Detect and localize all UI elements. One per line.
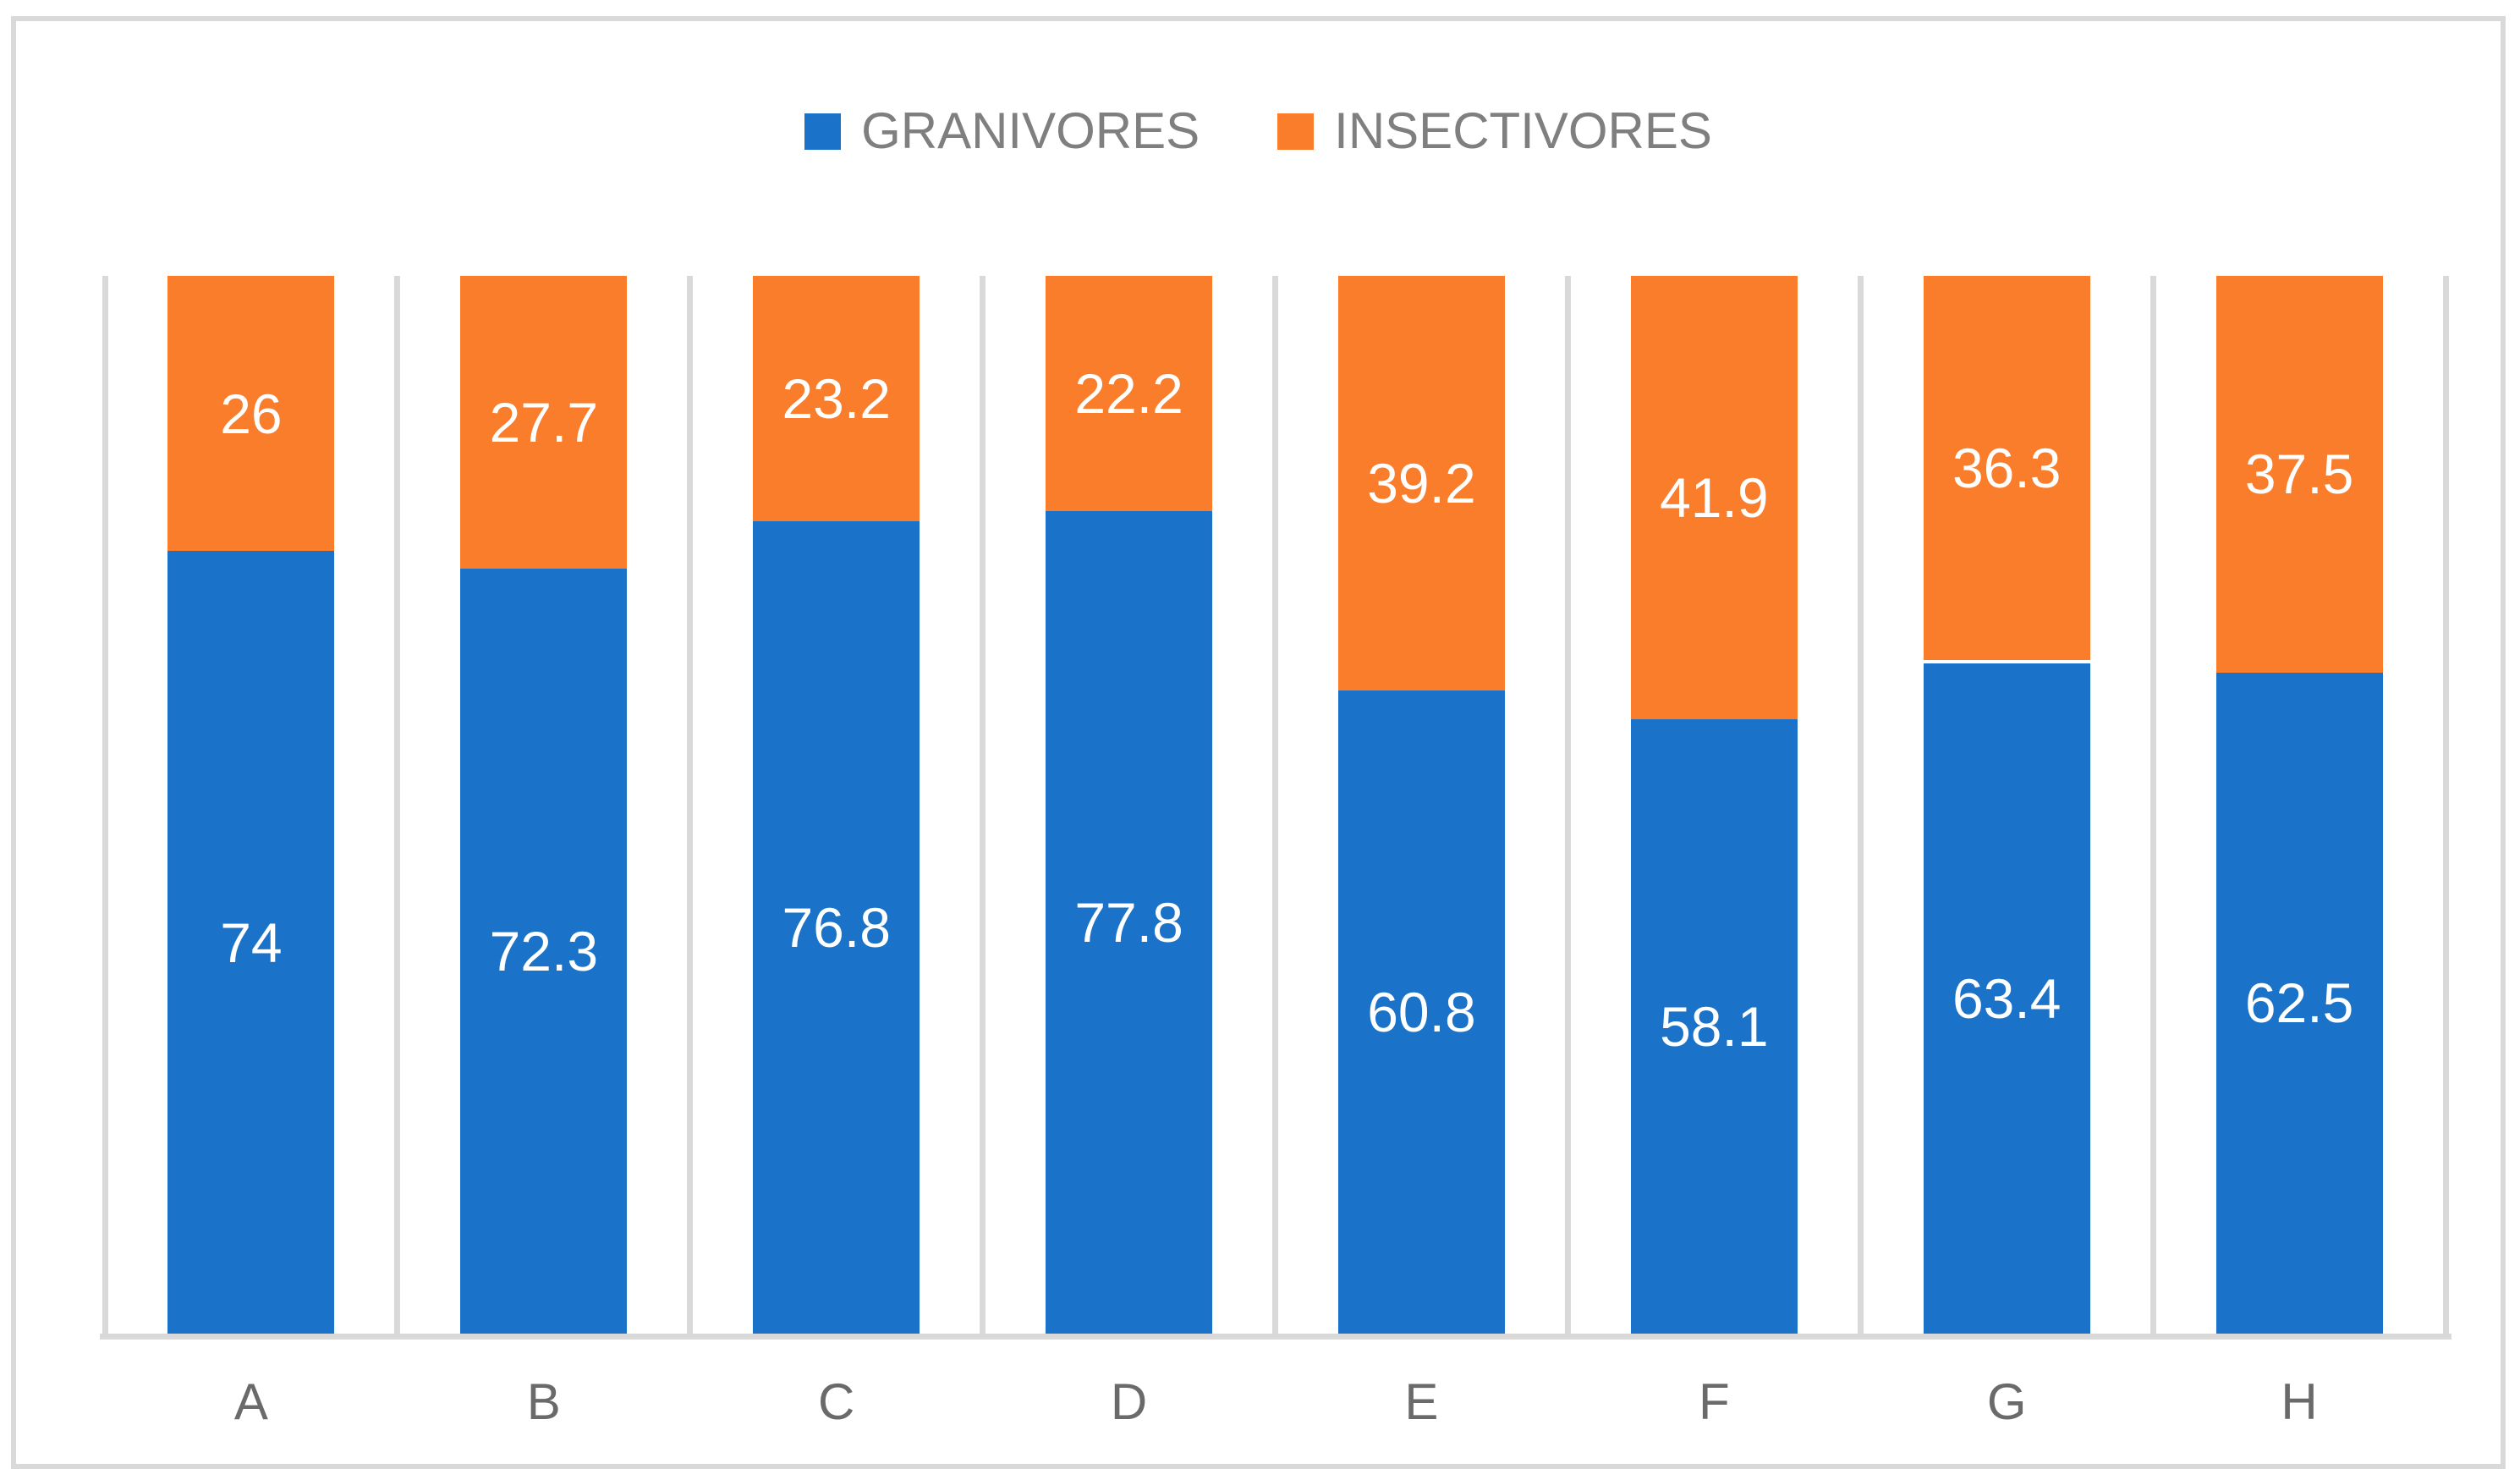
legend: GRANIVORES INSECTIVORES [16, 106, 2501, 157]
insectivores-value-label: 22.2 [1074, 361, 1183, 425]
x-tick-label-a: A [233, 1373, 268, 1430]
granivores-value-label: 76.8 [782, 896, 891, 959]
granivores-value-label: 72.3 [489, 920, 599, 983]
insectivores-value-label: 37.5 [2244, 443, 2354, 506]
insectivores-value-label: 23.2 [782, 367, 891, 430]
x-tick-label-d: D [1110, 1373, 1148, 1430]
granivores-segment-h: 62.5 [2215, 672, 2383, 1334]
category-gridline [1857, 276, 1864, 1334]
stacked-bar-f: 41.9 58.1 [1630, 276, 1798, 1334]
x-tick-label-c: C [818, 1373, 855, 1430]
insectivores-segment-g: 36.3 [1923, 276, 2090, 660]
x-tick-label-e: E [1404, 1373, 1439, 1430]
insectivores-segment-b: 27.7 [460, 276, 628, 569]
granivores-segment-c: 76.8 [753, 521, 920, 1334]
plot-area: 26 74 27.7 72.3 23.2 76.8 22.2 77.8 39.2 60.8 41.9… [102, 276, 2449, 1334]
stacked-bar-c: 23.2 76.8 [753, 276, 920, 1334]
granivores-segment-d: 77.8 [1046, 510, 1213, 1334]
stacked-bar-g: 36.3 63.4 [1923, 276, 2090, 1334]
category-gridline [102, 276, 108, 1334]
insectivores-segment-a: 26 [167, 276, 335, 551]
insectivores-segment-c: 23.2 [753, 276, 920, 521]
granivores-value-label: 74 [220, 911, 283, 974]
x-tick-label-b: B [526, 1373, 561, 1430]
legend-entry-granivores: GRANIVORES [804, 106, 1200, 157]
x-tick-label-f: F [1698, 1373, 1730, 1430]
category-gridline [1272, 276, 1278, 1334]
category-gridline [1564, 276, 1571, 1334]
legend-label-insectivores: INSECTIVORES [1334, 102, 1712, 159]
category-gridline [2149, 276, 2156, 1334]
stacked-bar-a: 26 74 [167, 276, 335, 1334]
insectivores-value-label: 26 [220, 382, 283, 445]
chart-frame: GRANIVORES INSECTIVORES 26 74 27.7 72.3 23.2… [11, 16, 2506, 1469]
insectivores-value-label: 39.2 [1367, 452, 1476, 514]
category-gridline [2442, 276, 2449, 1334]
insectivores-value-label: 36.3 [1952, 436, 2062, 499]
legend-label-granivores: GRANIVORES [861, 102, 1200, 159]
category-gridline [394, 276, 401, 1334]
category-gridline [980, 276, 986, 1334]
insectivores-segment-h: 37.5 [2215, 276, 2383, 673]
x-axis-line [100, 1334, 2451, 1340]
stacked-bar-h: 37.5 62.5 [2215, 276, 2383, 1334]
granivores-segment-e: 60.8 [1337, 690, 1505, 1334]
granivores-segment-g: 63.4 [1923, 663, 2090, 1334]
category-gridline [687, 276, 694, 1334]
granivores-value-label: 77.8 [1074, 890, 1183, 954]
insectivores-value-label: 41.9 [1660, 465, 1769, 529]
granivores-value-label: 58.1 [1660, 994, 1769, 1058]
legend-entry-insectivores: INSECTIVORES [1277, 106, 1712, 157]
granivores-value-label: 60.8 [1367, 981, 1476, 1043]
legend-swatch-granivores-icon [804, 113, 842, 150]
stacked-bar-b: 27.7 72.3 [460, 276, 628, 1334]
x-tick-label-g: G [1986, 1373, 2027, 1430]
stacked-bar-e: 39.2 60.8 [1337, 276, 1505, 1334]
insectivores-value-label: 27.7 [489, 391, 599, 454]
granivores-segment-b: 72.3 [460, 569, 628, 1334]
granivores-value-label: 62.5 [2244, 971, 2354, 1035]
x-tick-label-h: H [2281, 1373, 2318, 1430]
granivores-segment-a: 74 [167, 551, 335, 1334]
insectivores-segment-d: 22.2 [1046, 276, 1213, 511]
stacked-bar-d: 22.2 77.8 [1046, 276, 1213, 1334]
legend-swatch-insectivores-icon [1277, 113, 1315, 150]
insectivores-segment-f: 41.9 [1630, 276, 1798, 719]
insectivores-segment-e: 39.2 [1337, 276, 1505, 690]
granivores-value-label: 63.4 [1952, 966, 2062, 1030]
granivores-segment-f: 58.1 [1630, 718, 1798, 1334]
